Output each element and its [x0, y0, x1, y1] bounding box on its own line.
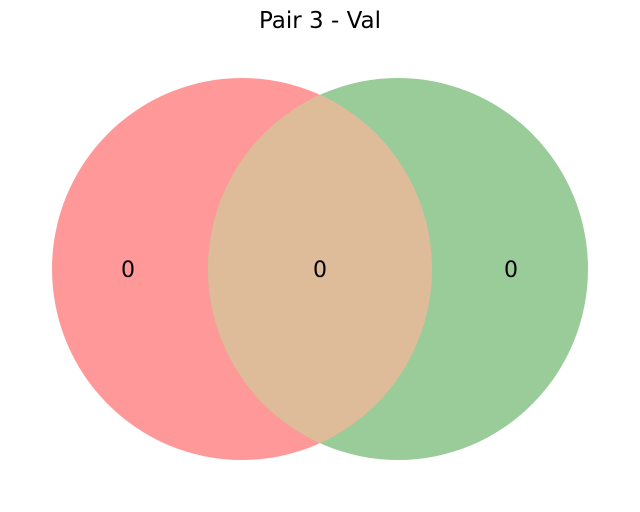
chart-title: Pair 3 - Val [259, 8, 381, 34]
set-b-only-count: 0 [504, 258, 518, 283]
set-a-only-count: 0 [121, 258, 135, 283]
intersection-region [208, 78, 432, 460]
intersection-count: 0 [313, 258, 327, 283]
